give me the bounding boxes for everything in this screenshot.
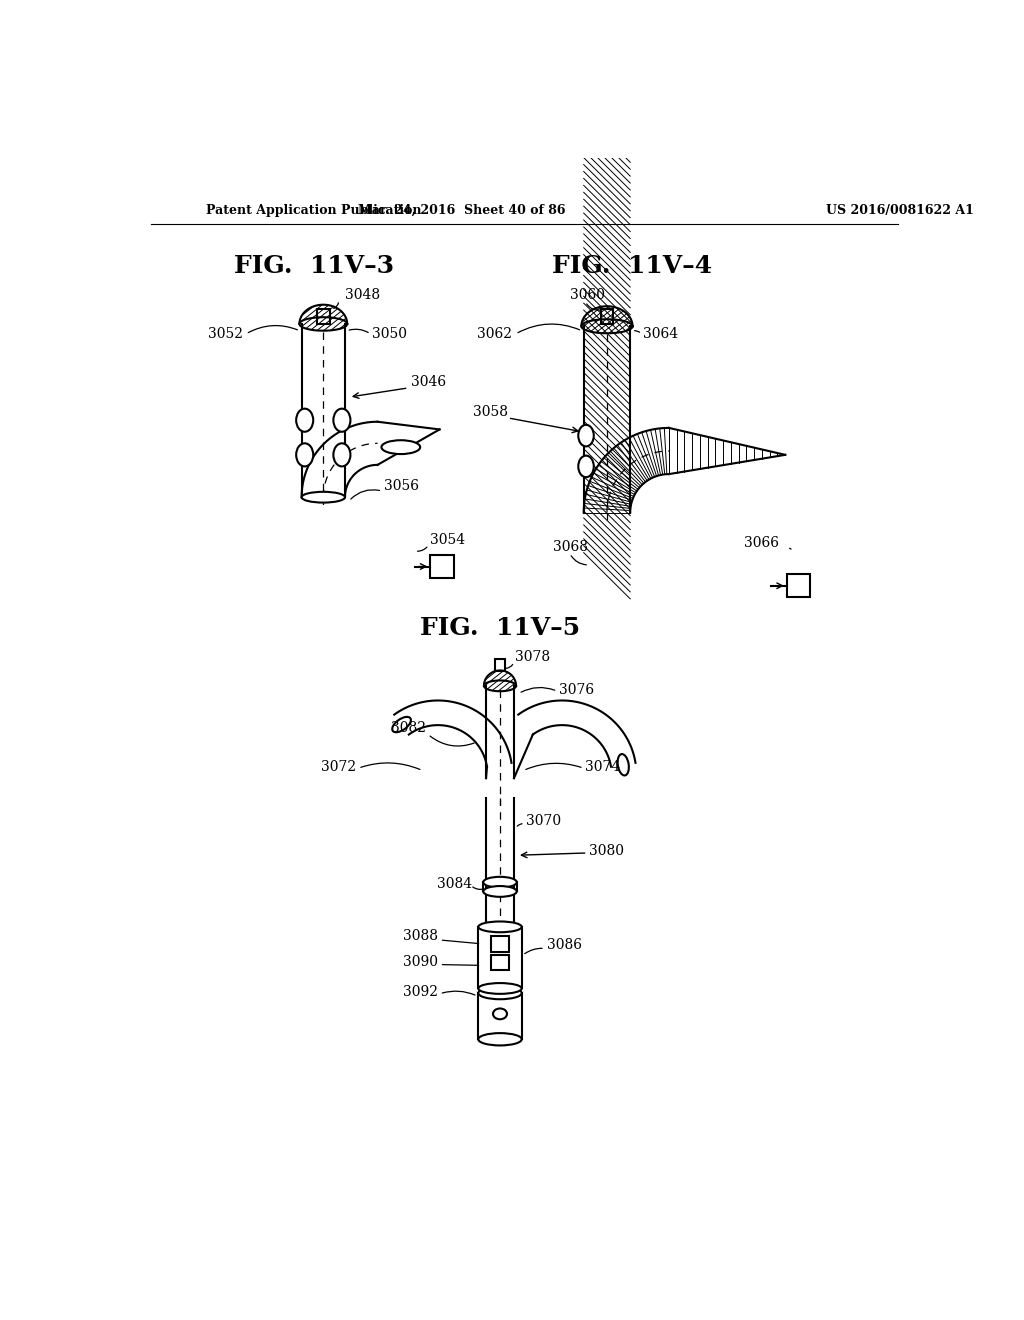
Text: 3076: 3076 <box>559 682 594 697</box>
Text: Mar. 24, 2016  Sheet 40 of 86: Mar. 24, 2016 Sheet 40 of 86 <box>357 205 565 218</box>
Ellipse shape <box>296 444 313 466</box>
Text: 3062: 3062 <box>477 327 512 341</box>
Bar <box>495 659 506 672</box>
Ellipse shape <box>483 876 517 887</box>
Ellipse shape <box>478 921 521 932</box>
Ellipse shape <box>579 425 594 446</box>
Text: 3080: 3080 <box>589 845 624 858</box>
Text: 3078: 3078 <box>515 651 551 664</box>
Text: 3046: 3046 <box>411 375 446 388</box>
Text: 3086: 3086 <box>547 939 582 952</box>
Ellipse shape <box>493 1008 507 1019</box>
Text: 3082: 3082 <box>391 721 426 735</box>
Ellipse shape <box>478 983 521 994</box>
Ellipse shape <box>617 754 629 775</box>
Ellipse shape <box>302 492 345 503</box>
Text: 3052: 3052 <box>208 327 243 341</box>
Text: 3050: 3050 <box>372 327 408 341</box>
Text: FIG.  11V–4: FIG. 11V–4 <box>552 255 712 279</box>
Ellipse shape <box>381 441 420 454</box>
Text: 3058: 3058 <box>473 405 508 420</box>
Text: 3084: 3084 <box>437 876 472 891</box>
Bar <box>430 554 454 578</box>
Text: 3048: 3048 <box>345 289 380 302</box>
Text: 3070: 3070 <box>526 813 561 828</box>
Bar <box>492 954 509 970</box>
Ellipse shape <box>334 409 350 432</box>
Text: 3092: 3092 <box>403 985 438 998</box>
Bar <box>492 936 509 952</box>
Text: US 2016/0081622 A1: US 2016/0081622 A1 <box>825 205 974 218</box>
Ellipse shape <box>296 409 313 432</box>
Text: 3064: 3064 <box>643 327 679 341</box>
Text: 3066: 3066 <box>744 536 779 550</box>
Ellipse shape <box>478 1034 521 1045</box>
Text: Patent Application Publication: Patent Application Publication <box>206 205 421 218</box>
Ellipse shape <box>334 444 350 466</box>
Text: 3072: 3072 <box>322 760 356 774</box>
Bar <box>317 309 330 323</box>
Bar <box>478 927 521 989</box>
Ellipse shape <box>478 987 521 999</box>
Text: 3088: 3088 <box>403 929 438 942</box>
Bar <box>786 574 810 597</box>
Ellipse shape <box>483 886 517 896</box>
Ellipse shape <box>579 455 594 478</box>
Text: FIG.  11V–3: FIG. 11V–3 <box>233 255 394 279</box>
Bar <box>601 309 613 323</box>
Text: 3068: 3068 <box>553 540 588 554</box>
Text: 3054: 3054 <box>430 532 465 546</box>
Text: 3090: 3090 <box>403 956 438 969</box>
Ellipse shape <box>392 717 411 733</box>
Text: FIG.  11V–5: FIG. 11V–5 <box>420 616 580 640</box>
Text: 3060: 3060 <box>569 289 605 302</box>
Text: 3056: 3056 <box>384 479 419 492</box>
Text: 3074: 3074 <box>586 760 621 774</box>
